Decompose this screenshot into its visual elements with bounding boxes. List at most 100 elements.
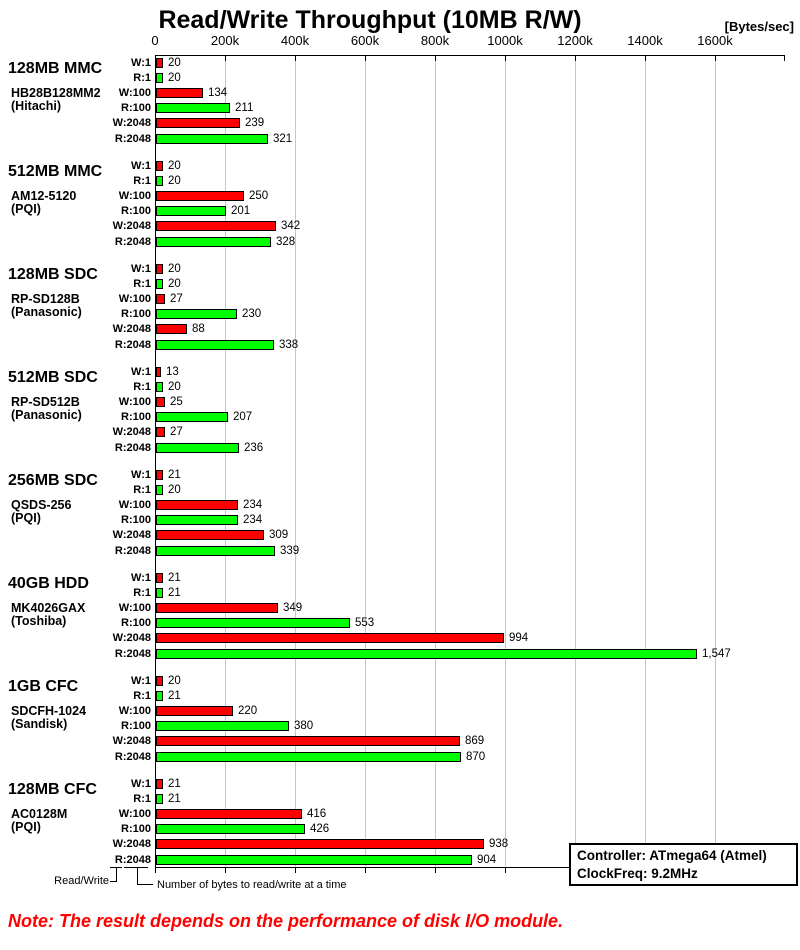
throughput-bar-write xyxy=(156,676,163,686)
bar-value-label: 338 xyxy=(279,339,299,351)
bar-value-label: 20 xyxy=(168,278,181,290)
device-name: 1GB CFC xyxy=(8,678,79,695)
bar-row-label: R:1 xyxy=(133,278,151,290)
bar-row-label: R:1 xyxy=(133,175,151,187)
x-tick-label: 400k xyxy=(280,33,310,48)
throughput-bar-write xyxy=(156,779,163,789)
axis-tick-top xyxy=(575,55,576,61)
throughput-bar-write xyxy=(156,367,161,377)
bar-value-label: 21 xyxy=(168,793,181,805)
bar-value-label: 321 xyxy=(273,133,293,145)
bar-value-label: 1,547 xyxy=(702,648,731,660)
device-name: 128MB MMC xyxy=(8,60,103,77)
bar-value-label: 309 xyxy=(269,529,289,541)
bar-row-label: R:2048 xyxy=(114,339,151,351)
bar-row-label: W:1 xyxy=(131,675,151,687)
bar-row-label: W:100 xyxy=(118,190,151,202)
bar-value-label: 250 xyxy=(249,190,269,202)
device-name: 512MB SDC xyxy=(8,369,98,386)
bar-row-label: R:100 xyxy=(121,617,151,629)
axis-tick-bottom xyxy=(435,867,436,873)
axis-tick-top xyxy=(715,55,716,61)
bar-value-label: 207 xyxy=(233,411,253,423)
axis-tick-top xyxy=(365,55,366,61)
device-brand: (Panasonic) xyxy=(11,408,82,422)
bar-value-label: 342 xyxy=(281,220,301,232)
bar-row-label: R:100 xyxy=(121,411,151,423)
y-axis xyxy=(155,55,156,873)
throughput-bar-read xyxy=(156,309,237,319)
bar-row-label: R:1 xyxy=(133,793,151,805)
axis-tick-bottom xyxy=(505,867,506,873)
bar-value-label: 380 xyxy=(294,720,314,732)
throughput-bar-read xyxy=(156,824,305,834)
axis-tick-top xyxy=(505,55,506,61)
bar-value-label: 20 xyxy=(168,675,181,687)
device-model: SDCFH-1024 xyxy=(11,704,87,718)
gridline xyxy=(295,55,296,867)
bar-row-label: R:2048 xyxy=(114,133,151,145)
axis-tick-top xyxy=(295,55,296,61)
bar-row-label: R:1 xyxy=(133,484,151,496)
throughput-bar-read xyxy=(156,412,228,422)
legend-bracket1-horizontal xyxy=(110,881,117,882)
bar-value-label: 21 xyxy=(168,572,181,584)
bar-row-label: W:100 xyxy=(118,808,151,820)
throughput-bar-write xyxy=(156,397,165,407)
device-name: 128MB CFC xyxy=(8,781,97,798)
bar-value-label: 230 xyxy=(242,308,262,320)
chart-title: Read/Write Throughput (10MB R/W) xyxy=(158,6,582,34)
throughput-bar-write xyxy=(156,839,484,849)
bar-value-label: 20 xyxy=(168,484,181,496)
bar-row-label: R:100 xyxy=(121,720,151,732)
bar-row-label: W:100 xyxy=(118,293,151,305)
axis-tick-bottom xyxy=(225,867,226,873)
device-brand: (Sandisk) xyxy=(11,717,68,731)
throughput-bar-read xyxy=(156,134,268,144)
bar-row-label: W:1 xyxy=(131,469,151,481)
bar-row-label: W:2048 xyxy=(112,220,151,232)
throughput-bar-read xyxy=(156,855,472,865)
device-name: 512MB MMC xyxy=(8,163,103,180)
throughput-bar-read xyxy=(156,794,163,804)
legend-bytes-label: Number of bytes to read/write at a time xyxy=(157,879,347,891)
bar-value-label: 938 xyxy=(489,838,509,850)
throughput-bar-read xyxy=(156,485,163,495)
bar-value-label: 869 xyxy=(465,735,485,747)
bar-value-label: 870 xyxy=(466,751,486,763)
device-model: RP-SD128B xyxy=(11,292,80,306)
bar-value-label: 211 xyxy=(235,102,254,114)
bar-row-label: R:2048 xyxy=(114,545,151,557)
bar-value-label: 21 xyxy=(168,778,181,790)
throughput-bar-write xyxy=(156,118,240,128)
device-name: 40GB HDD xyxy=(8,575,89,592)
bar-value-label: 27 xyxy=(170,426,183,438)
x-tick-label: 800k xyxy=(420,33,450,48)
bar-value-label: 21 xyxy=(168,690,181,702)
bar-row-label: R:1 xyxy=(133,587,151,599)
throughput-bar-write xyxy=(156,736,460,746)
bar-row-label: R:100 xyxy=(121,102,151,114)
bar-row-label: W:1 xyxy=(131,572,151,584)
device-brand: (PQI) xyxy=(11,820,41,834)
bar-value-label: 416 xyxy=(307,808,327,820)
throughput-bar-read xyxy=(156,103,230,113)
device-model: QSDS-256 xyxy=(11,498,72,512)
axis-tick-bottom xyxy=(295,867,296,873)
bar-value-label: 20 xyxy=(168,381,181,393)
legend-bracket2-horizontal xyxy=(137,884,153,885)
gridline xyxy=(225,55,226,867)
legend-bracket2-vertical xyxy=(137,867,138,885)
bar-row-label: R:2048 xyxy=(114,751,151,763)
axis-tick-top xyxy=(784,55,785,61)
axis-tick-top xyxy=(645,55,646,61)
x-tick-label: 1400k xyxy=(627,33,663,48)
bar-row-label: W:2048 xyxy=(112,632,151,644)
gridline xyxy=(365,55,366,867)
bar-row-label: W:2048 xyxy=(112,735,151,747)
throughput-bar-write xyxy=(156,58,163,68)
throughput-bar-write xyxy=(156,191,244,201)
device-name: 128MB SDC xyxy=(8,266,98,283)
